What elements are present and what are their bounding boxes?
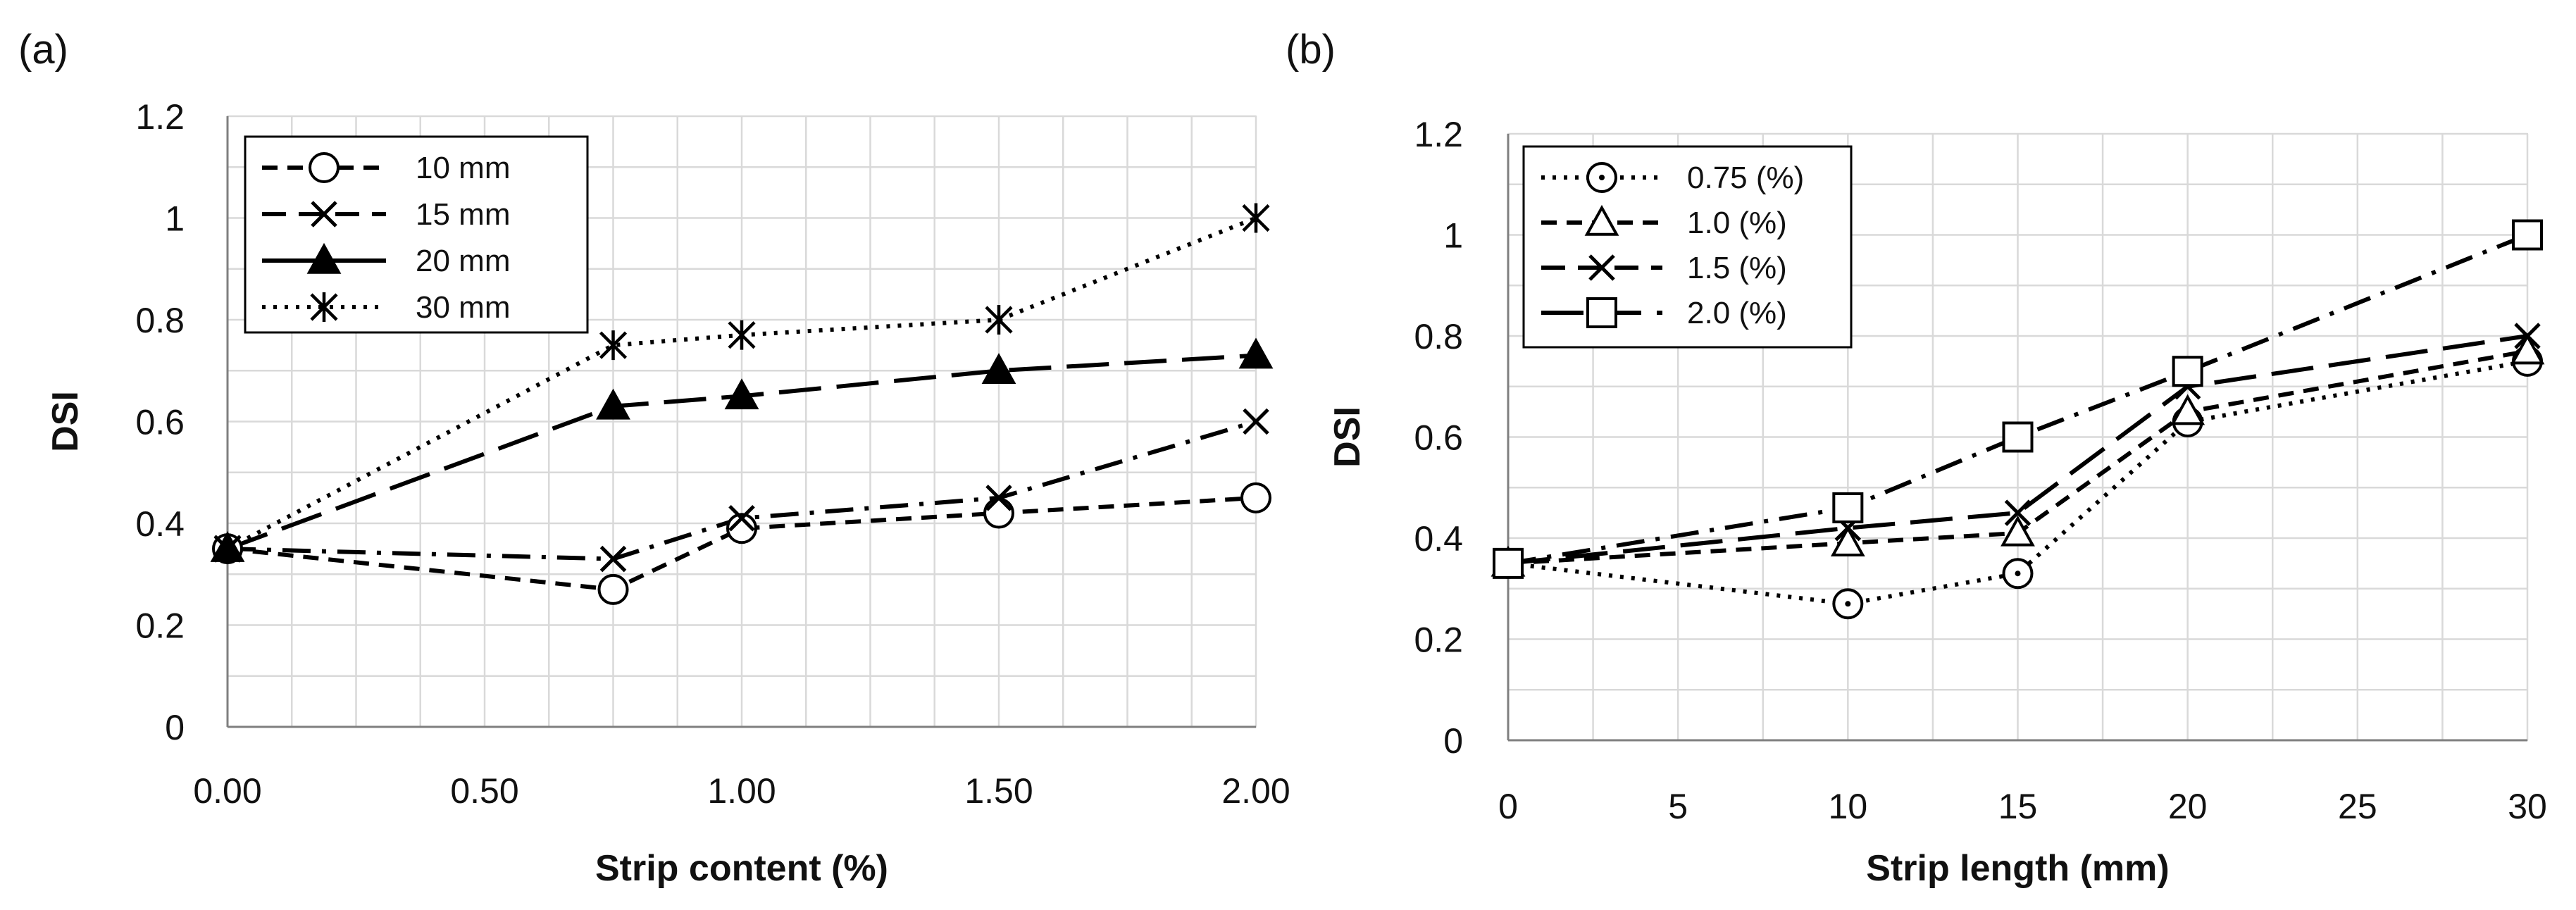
legend-label-1: 15 mm (416, 197, 510, 232)
data-point-s0-p3-shape (983, 497, 1014, 529)
data-point-s2-p2 (2004, 499, 2031, 526)
data-point-s1-p3 (985, 485, 1012, 511)
y-tick-label: 0.8 (135, 301, 185, 340)
legend-label-3: 2.0 (%) (1687, 296, 1787, 330)
data-point-s0-p1-shape (597, 573, 629, 605)
y-tick-label: 0.4 (1414, 519, 1463, 559)
series-line-2 (1507, 334, 2528, 566)
legend-marker-1 (311, 201, 337, 228)
panel-label: (b) (1286, 27, 1336, 73)
x-tick-label: 1.50 (964, 771, 1033, 811)
data-point-s0-p3 (983, 497, 1014, 529)
x-tick-label: 30 (2508, 787, 2547, 826)
legend-label-0: 10 mm (416, 151, 510, 185)
series-group (1491, 219, 2545, 620)
y-tick-label: 1 (1443, 216, 1463, 256)
data-point-s1-p4 (2510, 333, 2545, 365)
legend-marker-0 (1586, 162, 1617, 193)
chart-a: 0 0.2 0.4 0.6 0.8 1 1.2 0.00 0.50 1.00 1.50 2.00 Str… (18, 27, 1290, 889)
data-point-s1-p2 (728, 505, 755, 532)
legend-label-2: 20 mm (416, 244, 510, 278)
x-tick-label: 1.00 (707, 771, 776, 811)
x-tick-label: 20 (2168, 787, 2208, 826)
legend-label-0: 0.75 (%) (1687, 161, 1804, 195)
data-point-s3-p0 (1493, 547, 1524, 579)
data-point-s0-p2 (2002, 558, 2034, 590)
x-axis-title: Strip content (%) (595, 848, 888, 889)
x-tick-label: 2.00 (1221, 771, 1290, 811)
y-tick-label: 1 (165, 199, 185, 239)
data-point-s1-p2 (2001, 515, 2035, 547)
series-line-0 (227, 495, 1257, 592)
legend-marker-3 (310, 292, 338, 322)
x-tick-label: 5 (1668, 787, 1688, 826)
legend-label-1: 1.0 (%) (1687, 206, 1787, 240)
data-point-s3-p4 (2512, 219, 2543, 251)
y-tick-label: 1.2 (1414, 115, 1463, 154)
data-point-s0-p2-shape (726, 513, 757, 544)
data-point-s2-p2 (724, 378, 759, 410)
legend-marker-0-shape (309, 152, 340, 183)
legend-label-3: 30 mm (416, 290, 510, 325)
data-point-s0-p4-shape (1240, 482, 1271, 513)
y-tick-label: 0 (165, 708, 185, 747)
y-tick-label: 0.2 (135, 606, 185, 646)
data-point-s3-p1 (599, 330, 628, 361)
data-point-s3-p1 (1832, 492, 1864, 523)
data-point-s2-p4 (1238, 337, 1274, 369)
chart-b: 0 0.2 0.4 0.6 0.8 1 1.2 0 5 10 15 20 25 30 Strip lengt… (1286, 27, 2547, 889)
legend-marker-0-dot (1599, 175, 1605, 180)
data-point-s1-p1 (1830, 525, 1865, 556)
y-tick-label: 0 (1443, 721, 1463, 761)
x-tick-label: 25 (2338, 787, 2377, 826)
panel-label: (a) (18, 27, 68, 73)
data-point-s2-p3 (981, 353, 1016, 385)
data-point-s3-p4 (1242, 203, 1270, 233)
legend: 10 mm 15 mm 20 mm 30 mm (244, 135, 589, 334)
legend-marker-1 (1584, 204, 1619, 236)
series-line-3 (1507, 232, 2529, 566)
y-tick-label: 0.2 (1414, 621, 1463, 660)
series-line-0 (1507, 359, 2528, 606)
data-point-s0-p1 (1832, 588, 1864, 620)
data-point-s3-p2 (2002, 421, 2034, 453)
data-point-s3-p3 (985, 305, 1013, 335)
x-tick-label: 0.00 (193, 771, 261, 811)
data-point-s1-p3 (2170, 394, 2205, 425)
data-point-s3-p3 (2172, 356, 2203, 387)
y-tick-label: 0.8 (1414, 317, 1463, 356)
y-tick-label: 0.6 (135, 403, 185, 442)
data-point-s0-p2 (726, 513, 757, 544)
x-tick-label: 0 (1498, 787, 1518, 826)
data-point-s3-p0 (213, 534, 242, 564)
data-point-s0-p2-dot (2015, 571, 2021, 577)
series-group (210, 203, 1274, 605)
legend: 0.75 (%) 1.0 (%) 1.5 (%) 2.0 (%) (1522, 145, 1853, 349)
legend-marker-2 (306, 242, 342, 274)
legend-marker-0 (309, 152, 340, 183)
legend-label-2: 1.5 (%) (1687, 251, 1787, 285)
x-axis-title: Strip length (mm) (1866, 848, 2169, 889)
y-tick-label: 0.6 (1414, 418, 1463, 458)
y-axis-title: DSI (45, 391, 86, 452)
data-point-s1-p4 (1243, 408, 1269, 435)
x-tick-label: 15 (1998, 787, 2038, 826)
data-point-s2-p1 (596, 388, 630, 420)
y-tick-label: 1.2 (135, 97, 185, 137)
x-tick-label: 0.50 (450, 771, 518, 811)
legend-marker-2 (1588, 254, 1615, 281)
y-axis-title: DSI (1327, 406, 1368, 468)
data-point-s2-p4 (2514, 323, 2541, 349)
data-point-s0-p4 (1240, 482, 1271, 513)
data-point-s1-p1 (599, 545, 627, 573)
legend-marker-3 (1586, 297, 1617, 328)
x-tick-label: 10 (1829, 787, 1868, 826)
y-tick-label: 0.4 (135, 504, 185, 544)
data-point-s3-p2 (728, 320, 756, 350)
data-point-s0-p1-dot (1845, 601, 1851, 607)
data-point-s0-p1 (597, 573, 629, 605)
